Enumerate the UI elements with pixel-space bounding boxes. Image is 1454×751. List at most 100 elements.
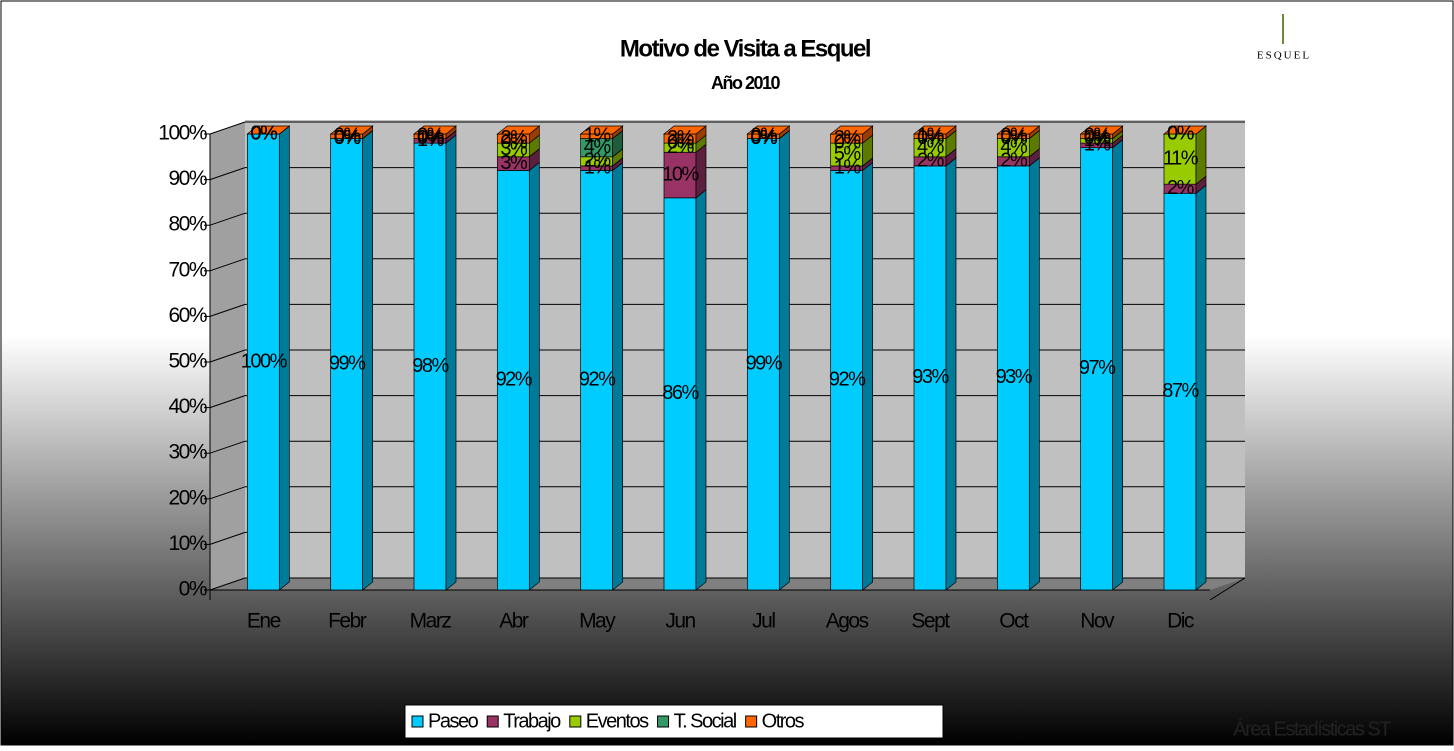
y-tick-label: 70% [168, 258, 206, 281]
data-label: 87% [1162, 380, 1199, 402]
floor [210, 578, 1245, 590]
data-label: 3% [500, 138, 528, 160]
data-label: 2% [834, 127, 862, 149]
legend-swatch [657, 715, 670, 728]
data-label: 0% [667, 131, 695, 153]
bar-top [1079, 125, 1124, 135]
bar-segment [1163, 133, 1197, 185]
data-label: 0% [417, 125, 445, 147]
data-label: 1% [584, 125, 612, 147]
grid-line [209, 577, 246, 591]
data-label: 92% [579, 369, 616, 391]
y-tick-label: 20% [168, 486, 206, 509]
data-label: 0% [500, 131, 528, 153]
bar-top [913, 125, 957, 135]
data-label: 1% [584, 156, 612, 178]
data-label: 0% [1000, 127, 1028, 149]
legend-label: Paseo [428, 710, 479, 732]
y-tick-label: 90% [168, 167, 206, 190]
bar-segment [746, 138, 780, 591]
data-label: 2% [500, 127, 528, 149]
axis-edge [1209, 577, 1246, 601]
x-tick-label: Agos [826, 610, 869, 633]
bar-top [746, 125, 791, 135]
legend-swatch [411, 715, 424, 728]
data-label: 2% [917, 150, 945, 172]
data-label: 11% [1163, 147, 1199, 169]
x-tick-label: Dic [1167, 610, 1194, 633]
y-tick-label: 50% [168, 350, 206, 373]
data-label: 10% [662, 163, 699, 185]
data-label: 92% [829, 369, 866, 391]
grid-line [209, 395, 246, 409]
data-label: 0% [250, 122, 278, 144]
chart-subtitle: Año 2010 [711, 73, 781, 93]
data-label: 0% [1167, 122, 1195, 144]
bar-segment [913, 165, 947, 591]
data-label: 0% [750, 127, 778, 149]
bar-side [1195, 125, 1207, 185]
y-tick-label: 80% [168, 213, 206, 236]
x-tick-label: Jul [752, 610, 775, 633]
legend-label: T. Social [674, 710, 737, 732]
data-label: 4% [584, 136, 612, 158]
grid-line [209, 531, 246, 545]
x-tick-label: Abr [499, 610, 529, 633]
grid-line [209, 349, 246, 363]
x-tick-label: Jun [665, 610, 695, 633]
bar-top [329, 125, 374, 135]
data-label: 0% [250, 122, 278, 144]
legend-swatch [569, 715, 582, 728]
data-label: 0% [417, 127, 445, 149]
data-label: 0% [1167, 122, 1195, 144]
data-label: 0% [250, 122, 278, 144]
data-label: 0% [417, 127, 445, 149]
data-label: 1% [1084, 134, 1112, 156]
data-label: 4% [917, 136, 945, 158]
logo-text: ESQUEL [1257, 50, 1311, 62]
data-label: 0% [1084, 125, 1112, 147]
grid-line [209, 258, 246, 272]
data-label: 100% [241, 350, 288, 372]
data-label: 2% [584, 150, 612, 172]
legend-label: Otros [762, 710, 805, 732]
data-label: 0% [1084, 127, 1112, 149]
x-tick-label: May [579, 610, 616, 633]
y-tick-label: 40% [168, 395, 206, 418]
bar-segment [1080, 147, 1114, 591]
bar-top [579, 125, 624, 135]
data-label: 93% [996, 366, 1033, 388]
bar-top [1163, 125, 1207, 135]
data-label: 0% [750, 125, 778, 147]
data-label: 2% [667, 136, 695, 158]
data-label: 2% [667, 127, 695, 149]
data-label: 98% [412, 355, 449, 377]
y-tick-label: 0% [179, 578, 207, 601]
data-label: 1% [1084, 129, 1112, 151]
y-tick-label: 30% [168, 441, 206, 464]
grid-line [209, 212, 246, 226]
bar-top [996, 125, 1041, 135]
data-label: 5% [834, 143, 862, 165]
grid-line [209, 121, 246, 135]
grid-line [209, 167, 246, 181]
x-tick-label: Sept [911, 610, 950, 633]
data-label: 0% [834, 131, 862, 153]
bar-top [413, 125, 457, 135]
grid-line [209, 303, 246, 317]
bar-segment [413, 142, 447, 591]
bar-segment [830, 170, 864, 591]
data-label: 1% [417, 129, 445, 151]
data-label: 0% [334, 127, 362, 149]
data-label: 86% [662, 382, 699, 404]
data-label: 0% [750, 127, 778, 149]
data-label: 1% [834, 156, 862, 178]
data-label: 0% [334, 127, 362, 149]
bar-segment [496, 170, 530, 591]
footer: Área Estadísticas ST [1233, 717, 1391, 740]
y-tick-label: 60% [168, 304, 206, 327]
y-tick-label: 10% [168, 532, 206, 555]
x-tick-label: Oct [999, 610, 1029, 633]
bar-segment [663, 197, 697, 591]
